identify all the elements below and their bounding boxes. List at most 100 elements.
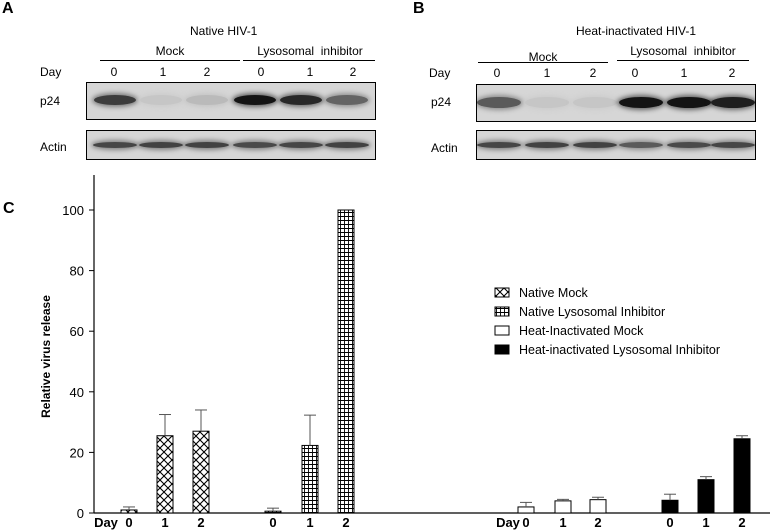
legend-swatch <box>494 325 510 336</box>
legend-swatch <box>494 344 510 355</box>
panel-a-p24-label: p24 <box>40 94 61 108</box>
x-tick-label: 0 <box>666 515 673 530</box>
panel-b-group-label-inhibitor: Lysosomal inhibitor <box>630 44 736 58</box>
panel-a-group-label-inhibitor: Lysosomal inhibitor <box>257 44 363 58</box>
panel-a-lane-label: 1 <box>159 65 167 79</box>
legend-swatch <box>494 287 510 298</box>
x-tick-label: 1 <box>161 515 168 530</box>
blot-band <box>233 142 277 148</box>
bar <box>156 435 174 514</box>
panel-b-actin-blot <box>476 130 756 160</box>
blot-band <box>186 95 228 105</box>
blot-band <box>573 142 617 148</box>
x-tick-label: 0 <box>269 515 276 530</box>
panel-b-day-label: Day <box>429 66 451 80</box>
blot-band <box>94 95 136 105</box>
blot-band <box>711 97 755 108</box>
panel-a-actin-blot <box>86 130 376 160</box>
panel-a-lane-label: 2 <box>349 65 357 79</box>
panel-a-group-label-mock: Mock <box>155 44 185 58</box>
day-label-right: Day <box>496 515 521 530</box>
panel-b-actin-label: Actin <box>431 141 458 155</box>
legend-label: Heat-Inactivated Mock <box>519 324 644 338</box>
blot-band <box>279 142 323 148</box>
panel-b-lane-label: 1 <box>543 66 551 80</box>
blot-band <box>93 142 137 148</box>
blot-band <box>667 142 711 148</box>
blot-band <box>325 142 369 148</box>
y-tick-label: 40 <box>70 385 84 400</box>
y-axis-label: Relative virus release <box>39 295 53 418</box>
bar <box>264 510 282 514</box>
panel-a-letter: A <box>2 0 14 17</box>
bar <box>554 500 572 514</box>
panel-a-lane-label: 0 <box>110 65 118 79</box>
panel-b-lane-label: 2 <box>589 66 597 80</box>
panel-b-group-line-mock <box>478 62 608 63</box>
legend-swatch <box>494 306 510 317</box>
panel-a-group-line-inhibitor <box>243 60 375 61</box>
blot-band <box>525 97 569 108</box>
panel-b-group-label-mock: Mock <box>528 50 558 64</box>
y-tick-label: 100 <box>62 203 84 218</box>
bar <box>120 509 138 514</box>
panel-a-group-line-mock <box>100 60 240 61</box>
y-tick-label: 80 <box>70 264 84 279</box>
panel-b-lane-label: 2 <box>728 66 736 80</box>
blot-band <box>667 97 711 108</box>
panel-a-day-label: Day <box>40 65 62 79</box>
bar <box>301 444 319 514</box>
bar <box>733 438 751 514</box>
y-tick-label: 20 <box>70 445 84 460</box>
blot-band <box>280 95 322 105</box>
panel-b-lane-label: 0 <box>493 66 501 80</box>
panel-a-p24-blot <box>86 82 376 120</box>
panel-a-lane-label: 1 <box>306 65 314 79</box>
legend-label: Heat-inactivated Lysosomal Inhibitor <box>519 343 720 357</box>
blot-band <box>711 142 755 148</box>
panel-b-title: Heat-inactivated HIV-1 <box>576 24 697 38</box>
panel-c-letter: C <box>3 200 15 217</box>
x-tick-label: 1 <box>559 515 566 530</box>
legend-label: Native Lysosomal Inhibitor <box>519 305 665 319</box>
blot-band <box>573 97 617 108</box>
x-tick-label: 1 <box>306 515 313 530</box>
bar <box>192 430 210 514</box>
bar <box>517 506 535 514</box>
panel-b-lane-label: 1 <box>680 66 688 80</box>
bar <box>337 209 355 514</box>
day-label-left: Day <box>94 515 119 530</box>
bar <box>697 479 715 514</box>
blot-band <box>619 97 663 108</box>
blot-band <box>477 97 521 108</box>
panel-b-p24-label: p24 <box>431 95 452 109</box>
x-tick-label: 0 <box>125 515 132 530</box>
y-tick-label: 60 <box>70 324 84 339</box>
blot-band <box>234 95 276 105</box>
blot-band <box>477 142 521 148</box>
bar <box>661 499 679 514</box>
blot-band <box>140 95 182 105</box>
blot-band <box>139 142 183 148</box>
x-tick-label: 2 <box>342 515 349 530</box>
panel-b-lane-label: 0 <box>631 66 639 80</box>
panel-b-letter: B <box>413 0 425 17</box>
x-tick-label: 2 <box>738 515 745 530</box>
x-tick-label: 1 <box>702 515 709 530</box>
y-tick-label: 0 <box>77 506 84 521</box>
legend-label: Native Mock <box>519 286 589 300</box>
panel-a-title: Native HIV-1 <box>190 24 258 38</box>
blot-band <box>619 142 663 148</box>
panel-b-group-line-inhibitor <box>617 60 749 61</box>
blot-band <box>326 95 368 105</box>
panel-a-lane-label: 0 <box>257 65 265 79</box>
x-tick-label: 0 <box>522 515 529 530</box>
blot-band <box>525 142 569 148</box>
blot-band <box>185 142 229 148</box>
panel-a-actin-label: Actin <box>40 140 67 154</box>
panel-a-lane-label: 2 <box>203 65 211 79</box>
x-tick-label: 2 <box>594 515 601 530</box>
bar <box>589 499 607 514</box>
x-tick-label: 2 <box>197 515 204 530</box>
